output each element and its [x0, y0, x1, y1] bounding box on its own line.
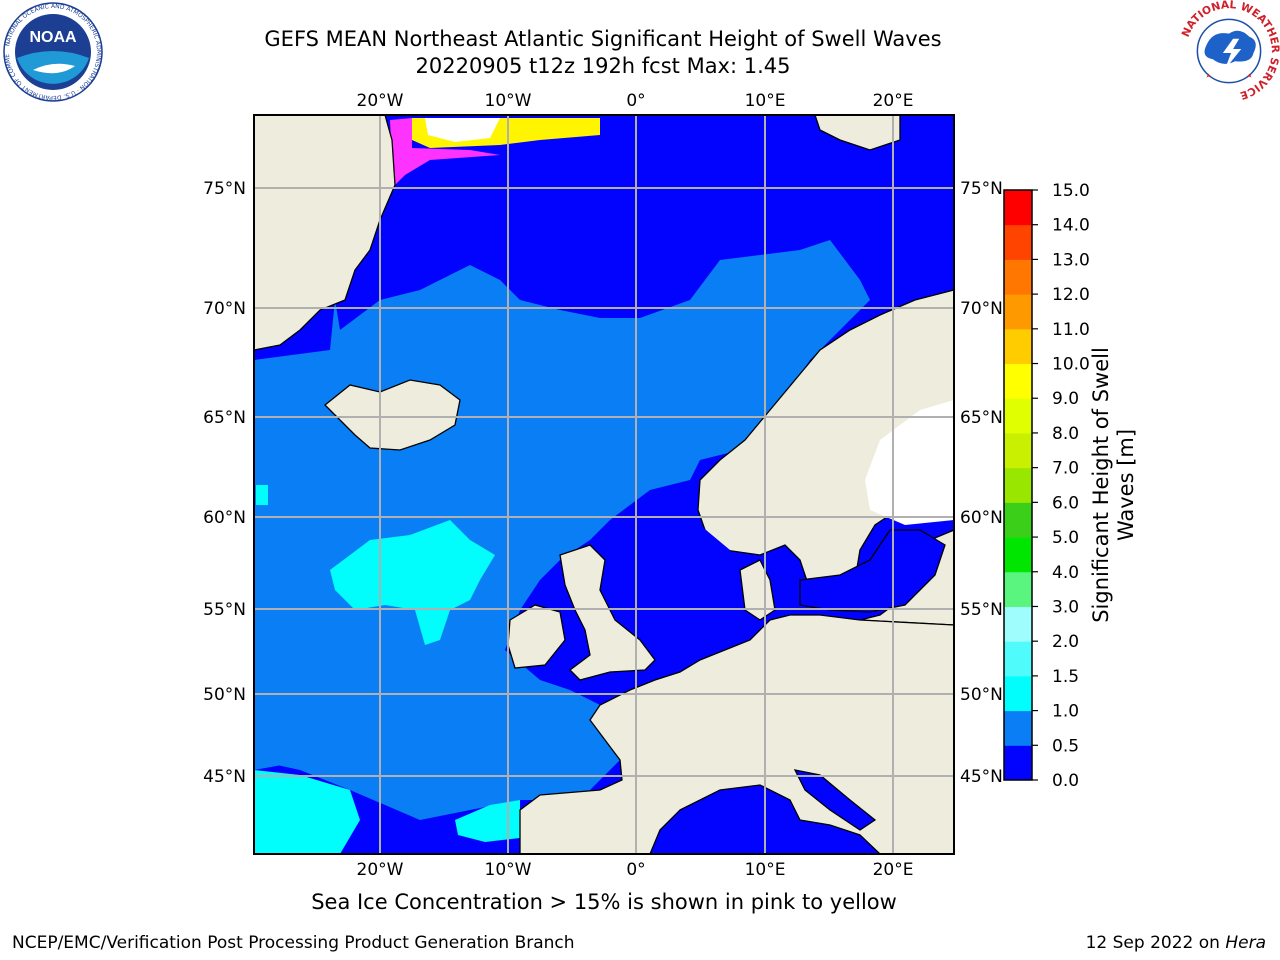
colorbar-label-line2: Waves [m] — [1114, 428, 1138, 542]
ireland-land — [507, 604, 566, 669]
lat-label-left: 50°N — [203, 685, 246, 705]
lat-label-right: 50°N — [960, 685, 1003, 705]
lon-label-bottom: 20°E — [873, 860, 914, 880]
sea-ice-note: Sea Ice Concentration > 15% is shown in … — [311, 890, 897, 914]
greenland-land — [254, 115, 396, 351]
lat-label-left: 55°N — [203, 600, 246, 620]
colorbar-segment — [1004, 675, 1032, 712]
colorbar-tick-label: 1.0 — [1052, 702, 1079, 722]
footer-host: Hera — [1225, 933, 1266, 953]
chart-subtitle: 20220905 t12z 192h fcst Max: 1.45 — [415, 54, 791, 78]
colorbar-tick-label: 3.0 — [1052, 597, 1079, 617]
svalbard-land — [814, 115, 901, 151]
sea-ice-pink — [390, 118, 500, 185]
colorbar-tick-label: 7.0 — [1052, 459, 1079, 479]
colorbar-segment — [1004, 328, 1032, 365]
lon-label-top: 0° — [626, 91, 645, 111]
lat-label-right: 55°N — [960, 600, 1003, 620]
colorbar-tick-label: 5.0 — [1052, 528, 1079, 548]
lon-label-bottom: 10°E — [745, 860, 786, 880]
colorbar-segment — [1004, 571, 1032, 607]
colorbar: 0.0 0.5 1.0 1.5 2.0 3.0 4.0 5.0 6.0 7.0 8.0 9.0 10.0… — [1003, 181, 1090, 791]
colorbar-tick-label: 6.0 — [1052, 493, 1079, 513]
lon-label-top: 20°W — [357, 91, 404, 111]
colorbar-tick-label: 4.0 — [1052, 563, 1079, 583]
footer-date-text: 12 Sep 2022 on — [1085, 933, 1220, 953]
footer-branch: NCEP/EMC/Verification Post Processing Pr… — [12, 933, 575, 953]
swell-field-high-4 — [256, 485, 268, 505]
lat-label-right: 65°N — [960, 408, 1003, 428]
colorbar-segment — [1004, 745, 1032, 781]
colorbar-segment — [1004, 537, 1032, 573]
lon-label-bottom: 0° — [626, 860, 645, 880]
lat-label-left: 65°N — [203, 408, 246, 428]
lon-label-top: 10°E — [745, 91, 786, 111]
colorbar-segment — [1004, 641, 1032, 677]
colorbar-tick-label: 1.5 — [1052, 667, 1079, 687]
lon-label-bottom: 10°W — [485, 860, 532, 880]
inland-white-area — [865, 400, 954, 525]
colorbar-tick-label: 12.0 — [1052, 285, 1090, 305]
map-frame — [253, 114, 955, 855]
noaa-text: NOAA — [29, 29, 77, 46]
colorbar-tick-label: 2.0 — [1052, 632, 1079, 652]
colorbar-label-line1: Significant Height of Swell — [1089, 347, 1113, 623]
colorbar-tick-label: 11.0 — [1052, 320, 1090, 340]
colorbar-segment — [1004, 190, 1032, 226]
lat-label-right: 45°N — [960, 767, 1003, 787]
lon-label-top: 10°W — [485, 91, 532, 111]
footer-date: 12 Sep 2022 on Hera — [1086, 933, 1266, 953]
swell-field-high-3 — [455, 800, 520, 842]
lon-label-bottom: 20°W — [357, 860, 404, 880]
chart-title: GEFS MEAN Northeast Atlantic Significant… — [264, 27, 942, 51]
swell-field-mid-2 — [254, 735, 310, 770]
colorbar-tick-label: 0.0 — [1052, 771, 1079, 791]
adriatic-sea — [793, 769, 877, 831]
axis-labels: 20°W 10°W 0° 10°E 20°E 20°W 10°W 0° 10°E 20°E 75… — [203, 91, 1003, 880]
colorbar-frame — [1003, 189, 1033, 781]
noaa-logo: NATIONAL OCEANIC AND ATMOSPHERIC ADMINIS… — [3, 2, 103, 102]
lat-label-left: 45°N — [203, 767, 246, 787]
swell-field-high-2 — [254, 770, 360, 854]
colorbar-tick-label: 15.0 — [1052, 181, 1090, 201]
colorbar-segment — [1004, 467, 1032, 503]
colorbar-segment — [1004, 710, 1032, 746]
colorbar-segment — [1004, 502, 1032, 538]
colorbar-tick-label: 9.0 — [1052, 389, 1079, 409]
colorbar-segment — [1004, 363, 1032, 399]
lon-label-top: 20°E — [873, 91, 914, 111]
sea-ice-white — [425, 118, 500, 142]
colorbar-tick-label: 14.0 — [1052, 216, 1090, 236]
lat-label-left: 70°N — [203, 299, 246, 319]
colorbar-segment — [1004, 294, 1032, 330]
colorbar-segment — [1004, 432, 1032, 469]
lat-label-right: 75°N — [960, 179, 1003, 199]
lat-label-right: 60°N — [960, 508, 1003, 528]
colorbar-segment — [1004, 398, 1032, 434]
great-britain-land — [559, 544, 656, 681]
colorbar-tick-label: 13.0 — [1052, 250, 1090, 270]
lat-label-left: 60°N — [203, 508, 246, 528]
swell-field-high-1 — [330, 520, 495, 645]
lat-label-left: 75°N — [203, 179, 246, 199]
graticule — [254, 115, 954, 854]
land-masses — [254, 115, 954, 854]
lat-label-right: 70°N — [960, 299, 1003, 319]
colorbar-segment — [1004, 606, 1032, 642]
colorbar-segment — [1004, 224, 1032, 260]
colorbar-segment — [1004, 259, 1032, 295]
colorbar-tick-label: 0.5 — [1052, 736, 1079, 756]
nws-logo: NATIONAL WEATHER SERVICE — [1179, 0, 1280, 102]
colorbar-tick-label: 10.0 — [1052, 355, 1090, 375]
continental-europe-land — [519, 614, 954, 854]
map-area — [254, 115, 954, 854]
colorbar-tick-label: 8.0 — [1052, 424, 1079, 444]
north-sea — [605, 525, 740, 665]
